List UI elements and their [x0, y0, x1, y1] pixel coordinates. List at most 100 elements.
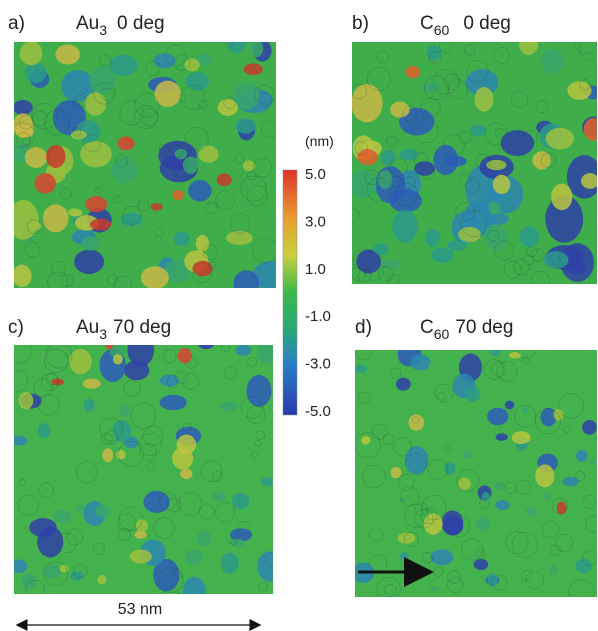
- contour: [364, 261, 384, 281]
- contour: [38, 394, 60, 416]
- teal-region: [118, 404, 131, 417]
- teal-region: [373, 243, 389, 255]
- teal-region: [212, 491, 226, 502]
- contour: [504, 481, 517, 494]
- contour: [158, 567, 184, 593]
- high-region: [180, 468, 193, 480]
- high-region: [509, 351, 522, 359]
- contour: [119, 100, 145, 126]
- colorbar-tick-label: -5.0: [305, 403, 331, 420]
- teal-region: [398, 498, 407, 503]
- contour: [14, 122, 35, 149]
- contour: [352, 83, 367, 100]
- contour: [182, 423, 192, 432]
- contour: [362, 464, 386, 488]
- contour: [530, 271, 550, 284]
- colorbar-tick-label: 5.0: [305, 166, 326, 183]
- contour: [579, 42, 597, 61]
- teal-region: [229, 538, 245, 548]
- contour: [404, 503, 429, 528]
- contour: [523, 254, 534, 266]
- low-region: [356, 249, 382, 274]
- teal-region: [111, 156, 138, 184]
- contour: [166, 497, 182, 513]
- low-region: [504, 400, 515, 410]
- contour: [139, 432, 162, 456]
- afm-image: [355, 350, 597, 597]
- contour: [171, 145, 184, 158]
- contour: [458, 131, 472, 144]
- contour: [154, 227, 164, 238]
- contour: [191, 262, 212, 283]
- teal-region: [430, 247, 454, 263]
- high-region: [511, 431, 531, 445]
- contour: [252, 158, 273, 178]
- colorbar-tick-label: -3.0: [305, 356, 331, 373]
- teal-region: [575, 558, 592, 574]
- high-region: [361, 436, 371, 445]
- contour: [26, 219, 42, 235]
- low-region: [159, 374, 179, 387]
- contour: [458, 173, 471, 185]
- contour: [505, 531, 529, 554]
- teal-region: [219, 401, 238, 412]
- contour: [545, 208, 560, 223]
- high-region: [116, 449, 126, 460]
- contour: [72, 100, 80, 108]
- contour: [166, 375, 180, 388]
- contour: [117, 513, 136, 532]
- contour: [107, 274, 118, 286]
- teal-region: [184, 549, 203, 566]
- contour: [208, 261, 217, 270]
- subscript: 3: [99, 22, 107, 38]
- teal-region: [399, 551, 409, 562]
- teal-region: [164, 258, 191, 284]
- contour: [205, 201, 218, 215]
- contour: [165, 45, 187, 67]
- contour: [413, 117, 439, 144]
- contour: [80, 87, 88, 94]
- contour: [579, 79, 591, 90]
- low-region: [153, 558, 180, 592]
- high-region: [102, 448, 114, 463]
- peak: [405, 65, 420, 79]
- contour: [447, 515, 470, 538]
- teal-region: [481, 491, 490, 502]
- contour: [251, 451, 259, 459]
- contour: [376, 576, 401, 597]
- panel-label: a): [8, 13, 25, 34]
- contour: [421, 166, 435, 180]
- high-region: [80, 141, 112, 168]
- angle: 0 deg: [117, 13, 165, 34]
- contour: [241, 396, 264, 419]
- contour: [456, 469, 479, 492]
- high-region: [140, 266, 169, 288]
- subscript: 60: [434, 22, 450, 38]
- low-region: [487, 407, 509, 426]
- teal-region: [484, 224, 508, 250]
- contour: [376, 50, 390, 64]
- contour: [185, 126, 209, 151]
- contour: [114, 275, 133, 288]
- high-region: [84, 92, 107, 116]
- contour: [352, 248, 374, 270]
- contour: [464, 44, 476, 56]
- contour: [252, 237, 276, 264]
- peak: [583, 118, 597, 141]
- high-region: [24, 147, 48, 168]
- panel-title: C60 0 deg: [420, 13, 511, 38]
- contour: [479, 498, 490, 509]
- high-region: [486, 159, 507, 171]
- low-region: [230, 528, 253, 542]
- peak: [51, 378, 64, 386]
- contour: [182, 373, 199, 390]
- teal-region: [120, 212, 143, 227]
- contour: [44, 109, 70, 136]
- peak: [150, 203, 163, 211]
- teal-region: [235, 118, 256, 134]
- contour: [420, 508, 437, 525]
- contour: [47, 271, 69, 288]
- contour: [421, 495, 447, 521]
- contour: [510, 90, 528, 108]
- low-region: [445, 155, 467, 167]
